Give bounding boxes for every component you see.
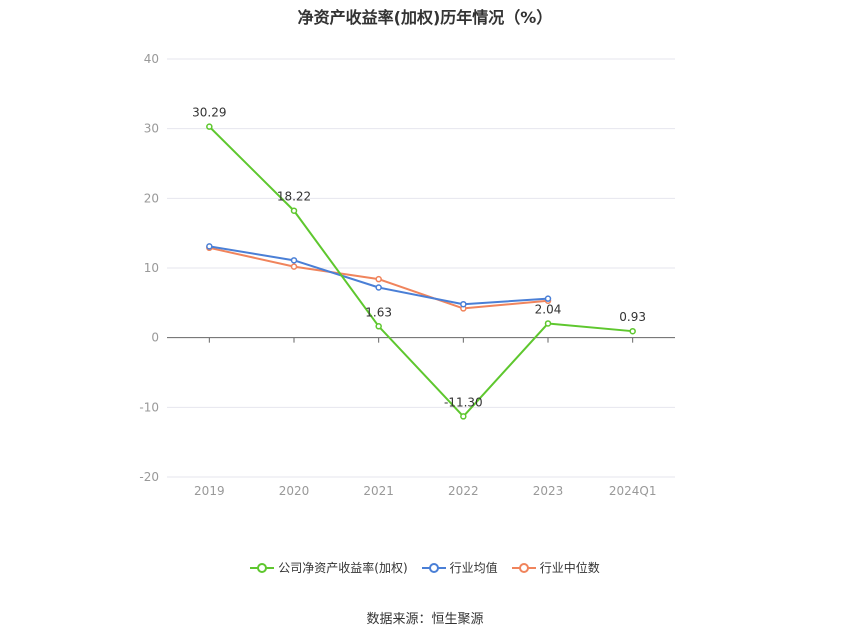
data-point[interactable] — [544, 320, 552, 327]
data-point[interactable] — [206, 123, 213, 130]
data-label: 1.63 — [365, 305, 392, 319]
y-tick-label: 40 — [144, 52, 159, 66]
data-point[interactable] — [290, 207, 298, 214]
y-tick-label: 30 — [144, 122, 159, 136]
legend: 公司净资产收益率(加权) 行业均值 行业中位数 — [0, 559, 850, 576]
legend-item[interactable]: 行业均值 — [421, 559, 498, 576]
legend-swatch-icon — [421, 562, 446, 573]
series-line — [208, 125, 633, 418]
data-point[interactable] — [375, 275, 382, 283]
y-tick-label: -10 — [139, 400, 159, 414]
x-tick-label: 2024Q1 — [609, 484, 657, 498]
legend-label: 行业均值 — [449, 561, 498, 575]
data-point[interactable] — [290, 257, 298, 264]
series-lines — [206, 123, 636, 420]
x-tick-label: 2022 — [448, 484, 479, 498]
data-point[interactable] — [629, 327, 636, 335]
chart-title: 净资产收益率(加权)历年情况（%） — [297, 8, 553, 27]
data-point[interactable] — [460, 413, 467, 420]
data-point[interactable] — [375, 323, 382, 330]
data-point[interactable] — [544, 295, 552, 302]
y-tick-label: 0 — [151, 331, 159, 345]
grid-lines — [167, 58, 675, 478]
data-point[interactable] — [375, 284, 382, 291]
y-tick-label: 20 — [144, 191, 159, 205]
data-label: 18.22 — [277, 190, 311, 204]
data-point[interactable] — [206, 243, 213, 250]
data-label: 30.29 — [192, 106, 226, 120]
legend-label: 行业中位数 — [539, 561, 600, 575]
x-tick-label: 2021 — [363, 484, 394, 498]
legend-item[interactable]: 公司净资产收益率(加权) — [250, 559, 408, 576]
legend-label: 公司净资产收益率(加权) — [278, 561, 408, 575]
data-point[interactable] — [290, 263, 298, 270]
legend-swatch-icon — [250, 562, 275, 573]
x-tick-label: 2019 — [194, 484, 225, 498]
legend-item[interactable]: 行业中位数 — [511, 559, 600, 576]
data-label: 0.93 — [619, 310, 646, 324]
data-label: -11.30 — [444, 395, 483, 409]
axes: -20 -10 0 10 20 30 40 2019 2020 2021 2022 2023 2024Q… — [139, 52, 675, 498]
x-tick-label: 2020 — [279, 484, 310, 498]
data-source-note: 数据来源：恒生聚源 — [366, 612, 484, 627]
series-line — [209, 245, 549, 306]
data-label: 2.04 — [535, 302, 562, 316]
data-point[interactable] — [460, 300, 467, 308]
data-labels: 30.29 18.22 1.63 -11.30 2.04 0.93 — [192, 106, 646, 410]
y-tick-label: 10 — [144, 261, 159, 275]
y-tick-label: -20 — [139, 470, 159, 484]
legend-swatch-icon — [511, 562, 536, 573]
x-tick-label: 2023 — [533, 484, 564, 498]
